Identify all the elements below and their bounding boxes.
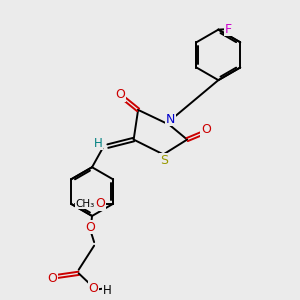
Text: H: H [94, 136, 102, 150]
Text: O: O [85, 221, 95, 234]
Text: CH₃: CH₃ [75, 199, 94, 209]
Text: O: O [88, 282, 98, 295]
Text: S: S [160, 154, 168, 167]
Text: O: O [48, 272, 58, 285]
Text: H: H [103, 284, 111, 297]
Text: F: F [224, 22, 231, 35]
Text: O: O [95, 197, 105, 210]
Text: O: O [201, 123, 211, 136]
Text: N: N [166, 113, 176, 126]
Text: O: O [115, 88, 125, 101]
